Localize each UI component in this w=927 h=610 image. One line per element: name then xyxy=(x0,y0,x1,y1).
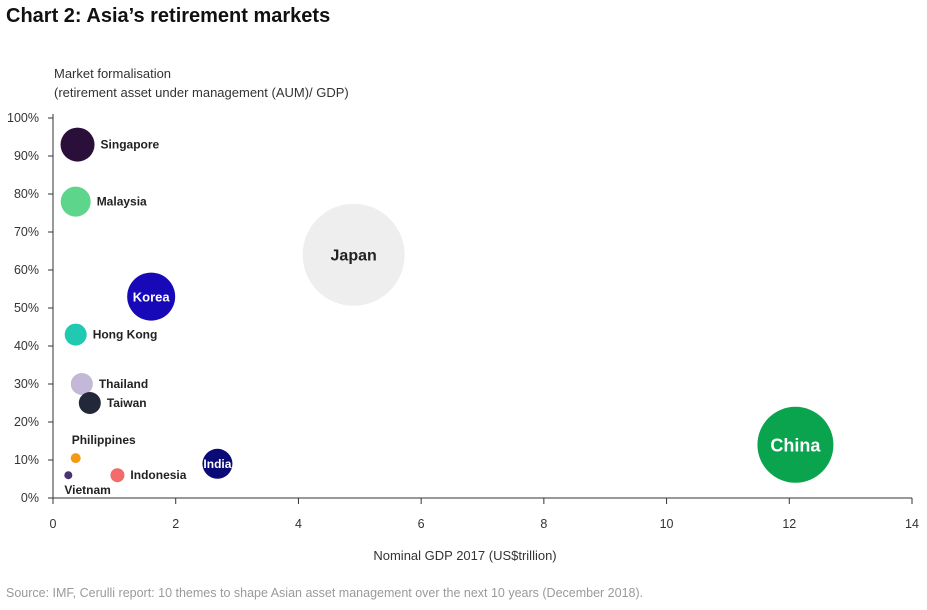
bubble-label-malaysia: Malaysia xyxy=(97,195,147,209)
x-tick-label: 8 xyxy=(540,517,547,531)
y-tick-label: 30% xyxy=(14,377,39,391)
bubble-label-japan: Japan xyxy=(331,248,377,265)
x-tick-label: 0 xyxy=(50,517,57,531)
source-note: Source: IMF, Cerulli report: 10 themes t… xyxy=(6,586,644,600)
bubble-labels: Singapore Malaysia Japan Korea Hong Kong Thai… xyxy=(64,138,821,498)
y-tick-label: 10% xyxy=(14,453,39,467)
y-tick-label: 40% xyxy=(14,339,39,353)
bubble-label-india: India xyxy=(203,457,231,471)
x-tick-label: 12 xyxy=(782,517,796,531)
bubble-label-indonesia: Indonesia xyxy=(130,468,186,482)
y-axis-label: Market formalisation (retirement asset u… xyxy=(54,64,349,102)
x-axis-label: Nominal GDP 2017 (US$trillion) xyxy=(373,548,556,563)
y-tick-label: 0% xyxy=(21,491,39,505)
bubble-label-hong-kong: Hong Kong xyxy=(93,328,158,342)
bubble-hong-kong xyxy=(64,323,87,346)
bubble-label-china: China xyxy=(770,435,821,455)
bubble-korea xyxy=(127,272,176,321)
x-tick-label: 10 xyxy=(660,517,674,531)
bubble-philippines xyxy=(70,453,81,464)
bubble-japan xyxy=(302,203,405,306)
bubbles xyxy=(60,127,834,483)
bubble-singapore xyxy=(60,127,95,162)
y-tick-label: 70% xyxy=(14,225,39,239)
y-axis-label-line-1: Market formalisation xyxy=(54,66,172,81)
x-tick-label: 6 xyxy=(418,517,425,531)
bubble-label-taiwan: Taiwan xyxy=(107,396,147,410)
bubble-taiwan xyxy=(78,392,101,414)
bubble-label-korea: Korea xyxy=(133,289,171,304)
x-tick-label: 14 xyxy=(905,517,919,531)
bubble-indonesia xyxy=(110,468,125,483)
y-axis-label-line-2: (retirement asset under management (AUM)… xyxy=(54,85,349,100)
axes: 0% 10% 20% 30% 40% 50% 60% 70% 80% 90% 100% 0 2 4 6 8 10… xyxy=(7,111,919,531)
x-tick-label: 2 xyxy=(172,517,179,531)
y-tick-label: 20% xyxy=(14,415,39,429)
bubble-india xyxy=(202,448,233,479)
y-tick-label: 50% xyxy=(14,301,39,315)
bubble-vietnam xyxy=(64,471,73,480)
bubble-malaysia xyxy=(60,186,91,217)
bubble-label-philippines: Philippines xyxy=(72,433,136,447)
x-tick-label: 4 xyxy=(295,517,302,531)
chart-title: Chart 2: Asia’s retirement markets xyxy=(6,5,331,27)
bubble-label-thailand: Thailand xyxy=(99,377,148,391)
y-tick-label: 60% xyxy=(14,263,39,277)
bubble-china xyxy=(757,406,834,483)
bubble-thailand xyxy=(70,373,93,395)
bubble-label-vietnam: Vietnam xyxy=(64,483,110,497)
bubble-label-singapore: Singapore xyxy=(101,138,160,152)
y-tick-label: 100% xyxy=(7,111,39,125)
y-tick-label: 80% xyxy=(14,187,39,201)
y-tick-label: 90% xyxy=(14,149,39,163)
